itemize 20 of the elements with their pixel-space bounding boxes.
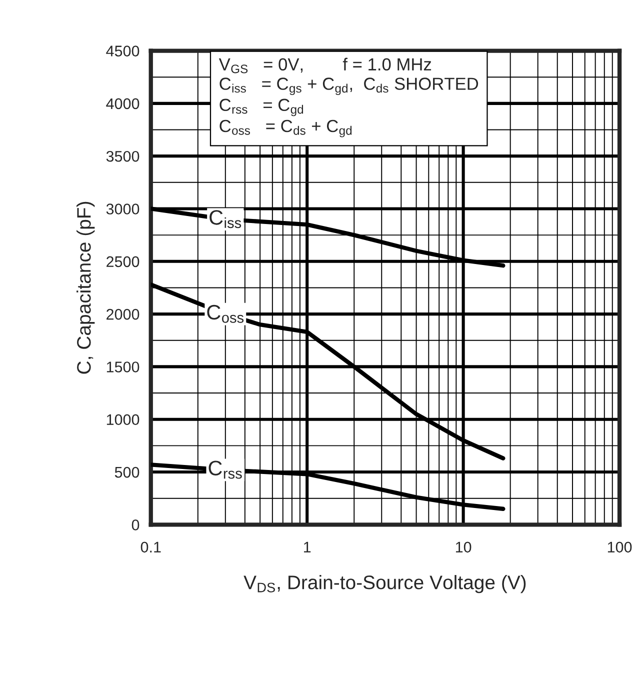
y-tick-label: 4500 — [106, 46, 140, 56]
y-tick-label: 1000 — [106, 414, 140, 426]
x-axis-title: V$_{DS}$, Drain-to-Source Voltage (V) — [244, 575, 526, 594]
y-tick-label: 0 — [132, 520, 140, 530]
text: C$_{iss}$ = C$_{gs}$ + C$_{gd}$, C$_{ds}$ SHORTED — [220, 78, 478, 96]
y-tick-label: 2500 — [106, 256, 140, 268]
text: V$_{GS}$ = 0V, f = 1.0 MHz — [218, 58, 432, 74]
x-tick-label: 10 — [456, 542, 472, 553]
x-tick-label: 1 — [304, 542, 311, 552]
y-tick-label: 3500 — [106, 150, 140, 162]
y-tick-label: 2000 — [106, 308, 140, 320]
text: C$_{oss}$ = C$_{ds}$ + C$_{gd}$ — [220, 120, 352, 138]
y-tick-label: 1500 — [106, 362, 140, 372]
x-tick-label: 100 — [608, 542, 632, 553]
y-axis-title: C, Capacitance (pF) — [76, 202, 95, 374]
y-tick-label: 500 — [114, 466, 140, 478]
y-tick-label: 4000 — [106, 98, 140, 110]
y-tick-label: 3000 — [106, 204, 140, 214]
text: C$_{rss}$ = C$_{gd}$ — [220, 98, 304, 116]
x-tick-label: 0.1 — [140, 542, 161, 553]
